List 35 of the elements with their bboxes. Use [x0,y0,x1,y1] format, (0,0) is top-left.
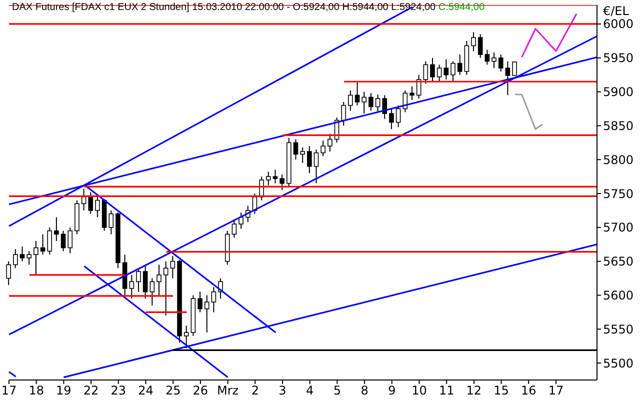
x-tick-label: 9 [388,384,396,398]
x-tick-label: Mrz [216,384,239,398]
x-tick-label: 22 [83,384,99,398]
x-tick-label: 11 [438,384,454,398]
x-tick-label: 25 [165,384,181,398]
x-tick-label: 17 [548,384,564,398]
x-tick-label: 15 [494,384,509,398]
y-tick-label: 5850 [603,118,634,133]
y-tick-label: 5650 [603,254,634,269]
y-tick-label: 5550 [603,322,634,336]
y-tick-label: 5950 [603,51,634,66]
x-tick-label: 23 [110,384,126,398]
x-tick-label: 19 [56,384,72,398]
x-tick-label: 12 [466,384,482,398]
x-tick-label: 18 [28,384,44,398]
x-tick-label: 2 [251,384,259,398]
y-tick-label: 5700 [603,220,634,235]
x-tick-label: 17 [1,384,17,398]
x-tick-label: 10 [412,384,427,398]
y-tick-label: 5750 [603,186,634,201]
x-tick-label: 26 [192,384,208,398]
x-tick-label: 16 [520,384,536,398]
x-tick-label: 8 [360,384,368,398]
chart-title: DAX Futures [FDAX c1 EUX 2 Stunden] 15.03.2010 22:00:00 - O:5924,00 H:5944,00 L:5924,00 [12,2,436,13]
y-tick-label: 6000 [603,17,634,32]
y-tick-label: 5800 [603,152,634,167]
x-tick-label: 5 [333,384,342,398]
y-axis-title: €/EL [603,4,629,18]
x-tick-label: 4 [306,384,314,398]
annotation: C:5944,00 [437,2,485,13]
y-tick-label: 5900 [603,85,634,100]
x-tick-label: 24 [138,384,154,398]
y-tick-label: 5500 [603,356,634,370]
y-tick-label: 5600 [603,288,634,302]
x-tick-label: 3 [278,384,286,398]
